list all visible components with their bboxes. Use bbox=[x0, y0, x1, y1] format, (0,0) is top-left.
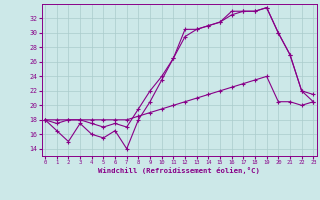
X-axis label: Windchill (Refroidissement éolien,°C): Windchill (Refroidissement éolien,°C) bbox=[98, 167, 260, 174]
